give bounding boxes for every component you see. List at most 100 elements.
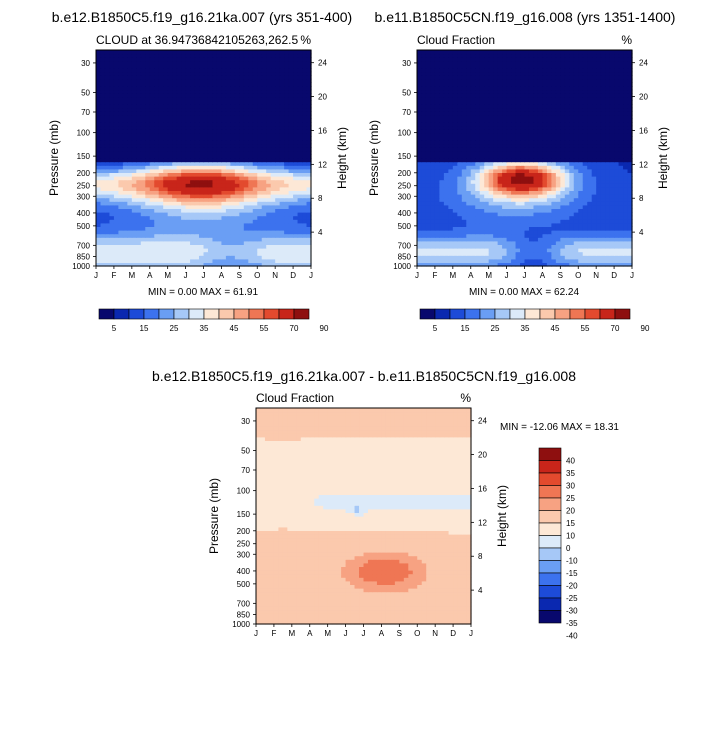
panel1-cell xyxy=(199,57,204,61)
panel1-cell xyxy=(105,162,110,166)
panel1-cell xyxy=(253,72,258,76)
panel2-cell xyxy=(417,230,422,234)
panel2-cell xyxy=(556,172,561,176)
panel1-cell xyxy=(96,118,101,122)
panel1-cell xyxy=(298,118,303,122)
panel1-cell xyxy=(248,129,253,133)
panel1-cell xyxy=(257,183,262,187)
panel2-cell xyxy=(605,244,610,248)
panel2-cell xyxy=(475,180,480,184)
panel1-cell xyxy=(127,64,132,68)
panel1-cell xyxy=(100,136,105,140)
panel1-cell xyxy=(204,86,209,90)
panel2-cell xyxy=(587,194,592,198)
panel2-cell xyxy=(516,237,521,241)
panel1-cell xyxy=(298,252,303,256)
panel2-cell xyxy=(435,154,440,158)
panel1-cell xyxy=(163,93,168,97)
panel1-cell xyxy=(96,82,101,86)
panel1-cell xyxy=(159,54,164,58)
panel1-cell xyxy=(123,183,128,187)
panel1-cell xyxy=(145,230,150,234)
panel1-cell xyxy=(145,165,150,169)
panel2-cell xyxy=(480,133,485,137)
panel2-cell xyxy=(560,126,565,130)
panel2-cell xyxy=(484,154,489,158)
panel2-cell xyxy=(569,237,574,241)
panel1-cell xyxy=(105,205,110,209)
panel1-cell xyxy=(293,147,298,151)
panel1-cell xyxy=(177,126,182,130)
panel1-cell xyxy=(105,140,110,144)
panel2-cell xyxy=(457,126,462,130)
panel1-cell xyxy=(253,133,258,137)
panel2-cell xyxy=(466,201,471,205)
panel1-cell xyxy=(141,136,146,140)
panel2-cell xyxy=(601,219,606,223)
panel1-cell xyxy=(150,111,155,115)
panel1-cell xyxy=(172,57,177,61)
panel1-cell xyxy=(105,64,110,68)
panel1-cell xyxy=(302,169,307,173)
panel1-cell xyxy=(235,194,240,198)
panel1-cell xyxy=(100,162,105,166)
panel1-cell xyxy=(190,223,195,227)
panel2-cell xyxy=(475,219,480,223)
panel1-cell xyxy=(154,237,159,241)
panel2-cell xyxy=(475,165,480,169)
panel1-cell xyxy=(181,201,186,205)
panel1-cell xyxy=(244,50,249,54)
panel1-cell xyxy=(127,144,132,148)
panel1-cell xyxy=(230,194,235,198)
panel1-cell xyxy=(114,122,119,126)
panel1-cell xyxy=(217,180,222,184)
panel1-cell xyxy=(168,129,173,133)
panel1-cell xyxy=(235,219,240,223)
panel2-cell xyxy=(520,140,525,144)
panel1-cell xyxy=(118,122,123,126)
panel1-cell xyxy=(105,234,110,238)
panel1-cell xyxy=(235,252,240,256)
panel2-cell xyxy=(439,158,444,162)
panel2-cell xyxy=(471,122,476,126)
panel1-cell xyxy=(208,234,213,238)
panel1-cell xyxy=(199,241,204,245)
panel2-cell xyxy=(484,255,489,259)
panel1-cell xyxy=(253,136,258,140)
panel2-cell xyxy=(493,234,498,238)
panel2-cell xyxy=(542,248,547,252)
panel2-cell xyxy=(421,165,426,169)
panel2-cell xyxy=(435,183,440,187)
panel2-cell xyxy=(614,230,619,234)
panel1-cell xyxy=(136,82,141,86)
panel2-cell xyxy=(547,183,552,187)
panel2-cell xyxy=(493,226,498,230)
panel2-cell xyxy=(587,190,592,194)
panel2-cell xyxy=(529,237,534,241)
panel2-cell xyxy=(516,194,521,198)
panel2-cell xyxy=(498,241,503,245)
panel1-cell xyxy=(118,75,123,79)
panel1-cell xyxy=(284,212,289,216)
panel1-cell xyxy=(257,75,262,79)
panel1-cell xyxy=(298,100,303,104)
panel2-cell xyxy=(421,183,426,187)
panel2-cell xyxy=(489,208,494,212)
panel1-cell xyxy=(284,151,289,155)
panel1-cell xyxy=(123,97,128,101)
panel1-cell xyxy=(127,54,132,58)
panel1-cell xyxy=(208,97,213,101)
panel2-cell xyxy=(569,187,574,191)
panel2-cell xyxy=(511,241,516,245)
panel1-cell xyxy=(168,108,173,112)
panel2-cell xyxy=(439,216,444,220)
panel1-cell xyxy=(123,64,128,68)
panel1-cell xyxy=(123,230,128,234)
panel1-cell xyxy=(114,154,119,158)
panel2-cell xyxy=(507,187,512,191)
panel1-cell xyxy=(266,57,271,61)
panel1-cell xyxy=(136,255,141,259)
panel1-cell xyxy=(118,234,123,238)
panel1-cell xyxy=(168,97,173,101)
panel1-cell xyxy=(230,122,235,126)
